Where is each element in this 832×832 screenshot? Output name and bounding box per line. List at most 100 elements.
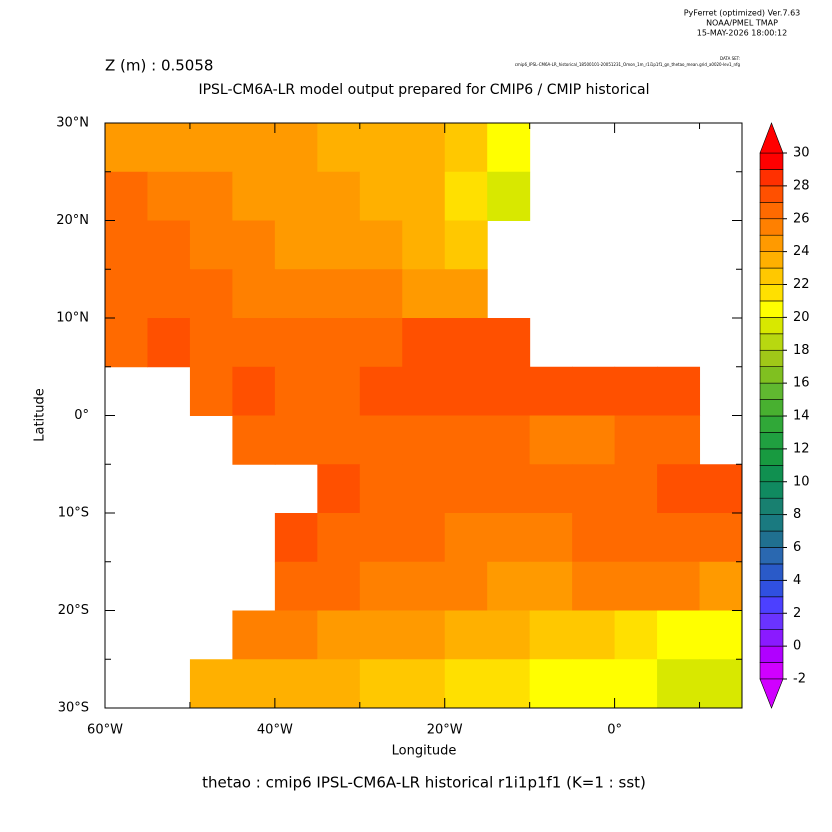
- sst-cell: [444, 561, 488, 611]
- sst-cell: [359, 659, 403, 709]
- sst-cell: [274, 318, 318, 368]
- sst-cell: [487, 171, 531, 221]
- sst-cell: [402, 123, 446, 173]
- colorbar-under: [759, 678, 784, 709]
- colorbar-box: [759, 530, 784, 548]
- colorbar-label: 8: [793, 507, 801, 522]
- y-tick-label: 30°N: [56, 116, 89, 131]
- sst-cell: [232, 610, 276, 660]
- y-axis-label: Latitude: [33, 388, 48, 442]
- y-tick-label: 20°N: [56, 213, 89, 228]
- sst-cell: [614, 610, 658, 660]
- y-tick-label: 30°S: [58, 701, 89, 716]
- sst-cell: [147, 171, 191, 221]
- colorbar-label: 12: [793, 441, 810, 456]
- sst-cell: [274, 123, 318, 173]
- sst-cell: [359, 415, 403, 465]
- colorbar-label: 26: [793, 211, 810, 226]
- sst-cell: [444, 659, 488, 709]
- colorbar-box: [759, 612, 784, 630]
- sst-cell: [317, 269, 361, 319]
- colorbar-box: [759, 547, 784, 565]
- sst-cell: [317, 610, 361, 660]
- sst-cell: [232, 318, 276, 368]
- sst-cell: [189, 171, 233, 221]
- colorbar-box: [759, 596, 784, 614]
- sst-cell: [402, 269, 446, 319]
- sst-cell: [657, 464, 701, 514]
- sst-cell: [105, 269, 148, 319]
- sst-cell: [487, 610, 531, 660]
- sst-cell: [359, 123, 403, 173]
- sst-cell: [359, 610, 403, 660]
- sst-cell: [657, 610, 701, 660]
- sst-cell: [699, 464, 743, 514]
- colorbar-box: [759, 645, 784, 663]
- sst-cell: [444, 464, 488, 514]
- colorbar-label: 22: [793, 277, 810, 292]
- colorbar-box: [759, 152, 784, 170]
- colorbar-box: [759, 432, 784, 450]
- sst-cell: [317, 659, 361, 709]
- dataset-label: DATA SET:: [720, 56, 740, 61]
- sst-cell: [274, 220, 318, 270]
- sst-cell: [189, 659, 233, 709]
- sst-cell: [317, 171, 361, 221]
- sst-cell: [699, 610, 743, 660]
- sst-cell: [105, 171, 148, 221]
- sst-cell: [444, 269, 488, 319]
- colorbar-label: 16: [793, 376, 810, 391]
- colorbar-box: [759, 563, 784, 581]
- sst-cell: [274, 610, 318, 660]
- sst-cell: [529, 659, 573, 709]
- colorbar-label: 18: [793, 343, 810, 358]
- sst-cell: [105, 220, 148, 270]
- sst-cell: [189, 220, 233, 270]
- sst-cell: [444, 415, 488, 465]
- colorbar-box: [759, 415, 784, 433]
- colorbar-box: [759, 317, 784, 335]
- colorbar-label: 4: [793, 573, 801, 588]
- colorbar-label: 30: [793, 146, 810, 161]
- colorbar-box: [759, 448, 784, 466]
- sst-cell: [614, 415, 658, 465]
- footer: thetao : cmip6 IPSL-CM6A-LR historical r…: [202, 774, 646, 792]
- sst-cell: [614, 464, 658, 514]
- sst-cell: [529, 513, 573, 563]
- colorbar-label: 24: [793, 244, 810, 259]
- sst-cell: [317, 123, 361, 173]
- sst-cell: [657, 366, 701, 416]
- sst-cell: [317, 415, 361, 465]
- sst-cell: [232, 659, 276, 709]
- sst-cell: [274, 415, 318, 465]
- colorbar-box: [759, 349, 784, 367]
- y-tick-label: 20°S: [58, 603, 89, 618]
- sst-cell: [147, 123, 191, 173]
- sst-cell: [699, 561, 743, 611]
- sst-cell: [232, 269, 276, 319]
- sst-cell: [572, 610, 616, 660]
- sst-cell: [105, 123, 148, 173]
- sst-cell: [147, 269, 191, 319]
- sst-cell: [359, 513, 403, 563]
- sst-cell: [529, 561, 573, 611]
- colorbar-box: [759, 267, 784, 285]
- sst-cell: [274, 659, 318, 709]
- sst-cell: [232, 220, 276, 270]
- sst-cell: [402, 513, 446, 563]
- x-tick-label: 60°W: [87, 723, 123, 738]
- colorbar-box: [759, 465, 784, 483]
- sst-cell: [402, 659, 446, 709]
- sst-cell: [402, 561, 446, 611]
- colorbar-box: [759, 185, 784, 203]
- sst-cell: [274, 366, 318, 416]
- colorbar-label: -2: [793, 672, 806, 687]
- colorbar-box: [759, 284, 784, 302]
- sst-cell: [657, 659, 701, 709]
- colorbar-box: [759, 629, 784, 647]
- sst-cell: [614, 561, 658, 611]
- sst-cell: [444, 220, 488, 270]
- sst-cell: [274, 171, 318, 221]
- colorbar-label: 2: [793, 606, 801, 621]
- sst-cell: [572, 561, 616, 611]
